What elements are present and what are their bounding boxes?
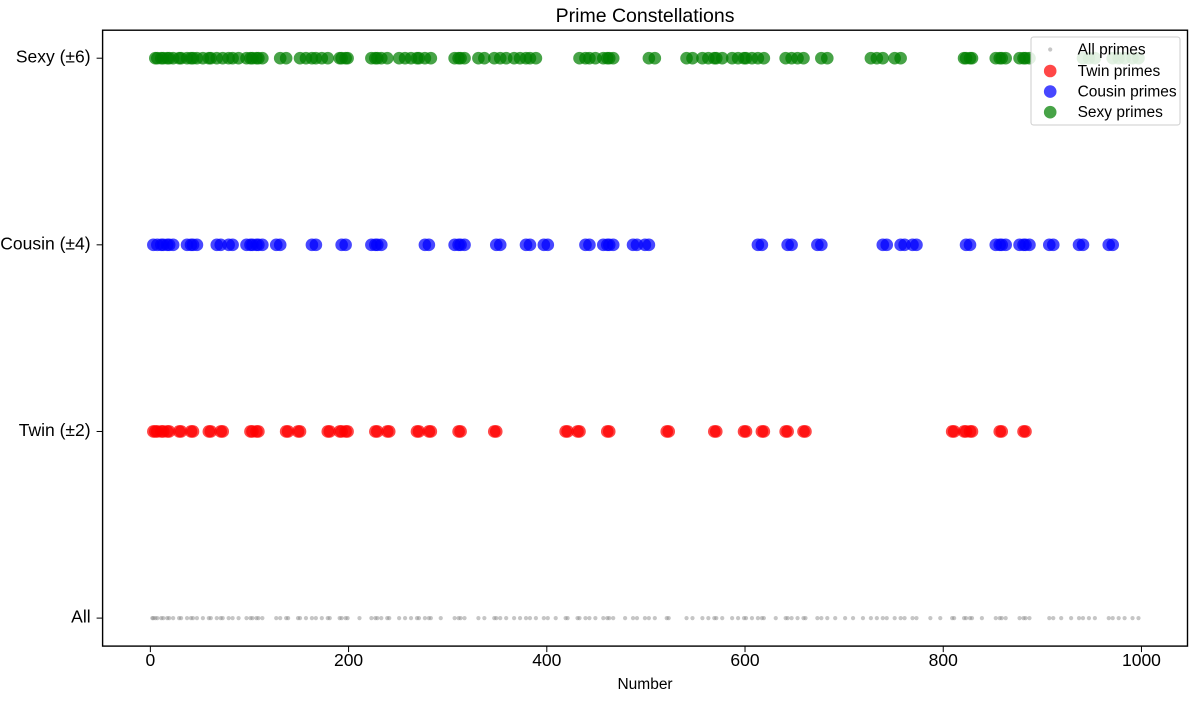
svg-text:All primes: All primes <box>1078 42 1146 59</box>
svg-text:Cousin primes: Cousin primes <box>1078 84 1177 101</box>
svg-text:1000: 1000 <box>1122 650 1161 670</box>
svg-text:Sexy (±6): Sexy (±6) <box>16 47 91 67</box>
svg-text:0: 0 <box>145 650 155 670</box>
svg-text:Prime Constellations: Prime Constellations <box>556 5 735 27</box>
svg-text:Cousin (±4): Cousin (±4) <box>0 233 90 253</box>
svg-text:Number: Number <box>617 676 672 693</box>
svg-text:All: All <box>71 607 90 627</box>
svg-text:Sexy primes: Sexy primes <box>1078 104 1164 121</box>
svg-text:Twin (±2): Twin (±2) <box>19 420 91 440</box>
svg-text:400: 400 <box>532 650 561 670</box>
svg-text:600: 600 <box>730 650 759 670</box>
svg-text:Twin primes: Twin primes <box>1078 63 1161 80</box>
svg-text:800: 800 <box>929 650 958 670</box>
svg-text:200: 200 <box>334 650 363 670</box>
